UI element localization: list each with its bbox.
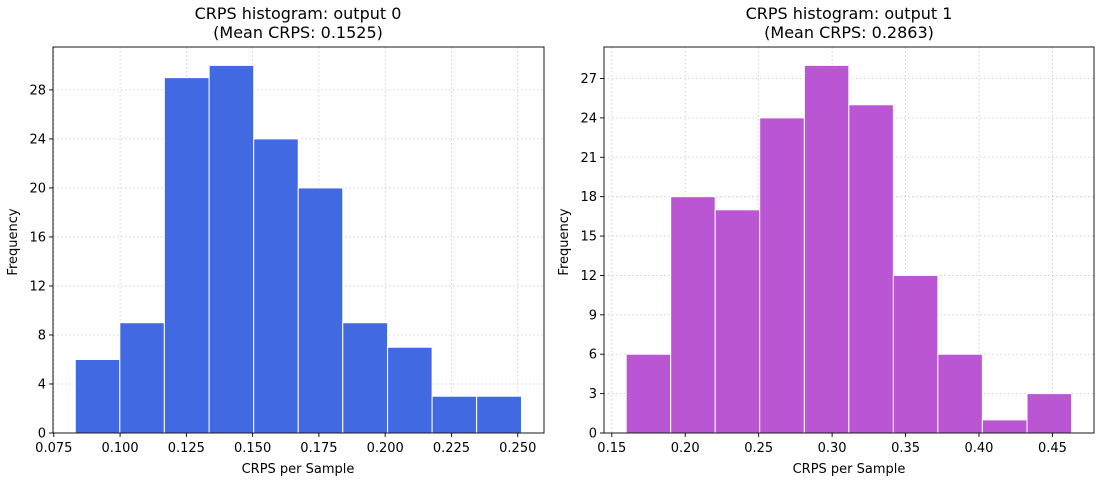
histogram-bar bbox=[803, 64, 850, 434]
axes-frame bbox=[603, 46, 1095, 434]
x-tick-label: 0.125 bbox=[168, 441, 205, 456]
y-tick-label: 20 bbox=[29, 181, 46, 196]
y-tick-label: 4 bbox=[38, 377, 46, 392]
y-tick-label: 3 bbox=[589, 387, 597, 402]
histogram-bar bbox=[119, 322, 165, 434]
y-axis-label: Frequency bbox=[557, 208, 572, 275]
y-tick-label: 24 bbox=[580, 111, 597, 126]
chart-subtitle: (Mean CRPS: 0.2863) bbox=[764, 23, 934, 42]
chart-subtitle: (Mean CRPS: 0.1525) bbox=[213, 23, 383, 42]
x-tick-label: 0.20 bbox=[671, 441, 700, 456]
y-tick-label: 27 bbox=[580, 72, 597, 87]
x-tick-label: 0.175 bbox=[300, 441, 337, 456]
histogram-bar bbox=[253, 138, 299, 434]
histogram-bar bbox=[625, 353, 672, 434]
y-tick-label: 24 bbox=[29, 132, 46, 147]
x-tick-label: 0.250 bbox=[499, 441, 536, 456]
axes-frame bbox=[52, 46, 545, 434]
y-tick-label: 0 bbox=[38, 427, 46, 442]
histogram-bar bbox=[163, 77, 210, 434]
y-tick-label: 12 bbox=[580, 269, 597, 284]
y-tick-label: 28 bbox=[29, 83, 46, 98]
x-tick-label: 0.150 bbox=[234, 441, 271, 456]
histogram-panel-output-1: CRPS histogram: output 1 (Mean CRPS: 0.2… bbox=[557, 4, 1095, 477]
x-tick-label: 0.25 bbox=[744, 441, 773, 456]
histogram-bar bbox=[848, 104, 894, 434]
histogram-bars bbox=[74, 64, 522, 434]
histogram-bars bbox=[625, 64, 1073, 434]
histogram-bar bbox=[297, 187, 344, 434]
x-tick-label: 0.225 bbox=[433, 441, 470, 456]
x-tick-label: 0.35 bbox=[891, 441, 920, 456]
histogram-bar bbox=[937, 353, 983, 434]
x-tick-label: 0.15 bbox=[597, 441, 626, 456]
histogram-bar bbox=[208, 64, 255, 434]
x-axis-label: CRPS per Sample bbox=[793, 462, 906, 477]
y-axis-label: Frequency bbox=[6, 208, 21, 275]
x-tick-label: 0.30 bbox=[818, 441, 847, 456]
histogram-bar bbox=[670, 196, 716, 434]
histogram-bar bbox=[714, 209, 761, 434]
chart-title: CRPS histogram: output 0 bbox=[195, 4, 402, 23]
histogram-bar bbox=[892, 274, 939, 434]
x-tick-label: 0.075 bbox=[35, 441, 72, 456]
histogram-bar bbox=[759, 117, 805, 434]
x-axis-label: CRPS per Sample bbox=[242, 462, 355, 477]
x-tick-label: 0.100 bbox=[101, 441, 138, 456]
y-tick-label: 18 bbox=[580, 190, 597, 205]
y-tick-label: 0 bbox=[589, 427, 597, 442]
x-tick-label: 0.45 bbox=[1038, 441, 1067, 456]
y-tick-label: 6 bbox=[589, 348, 597, 363]
histogram-panel-output-0: CRPS histogram: output 0 (Mean CRPS: 0.1… bbox=[6, 4, 545, 477]
histogram-bar bbox=[431, 395, 478, 434]
histogram-bar bbox=[74, 358, 121, 434]
histogram-bar bbox=[1026, 393, 1073, 434]
y-tick-label: 16 bbox=[29, 230, 46, 245]
x-tick-label: 0.200 bbox=[367, 441, 404, 456]
y-tick-label: 9 bbox=[589, 308, 597, 323]
x-tick-label: 0.40 bbox=[965, 441, 994, 456]
y-tick-label: 21 bbox=[580, 151, 597, 166]
histogram-bar bbox=[342, 322, 389, 434]
y-tick-label: 12 bbox=[29, 279, 46, 294]
y-tick-label: 15 bbox=[580, 230, 597, 245]
y-tick-label: 8 bbox=[38, 328, 46, 343]
histogram-bar bbox=[476, 395, 522, 434]
chart-title: CRPS histogram: output 1 bbox=[746, 4, 953, 23]
histogram-bar bbox=[387, 346, 433, 434]
histogram-bar bbox=[981, 419, 1028, 434]
